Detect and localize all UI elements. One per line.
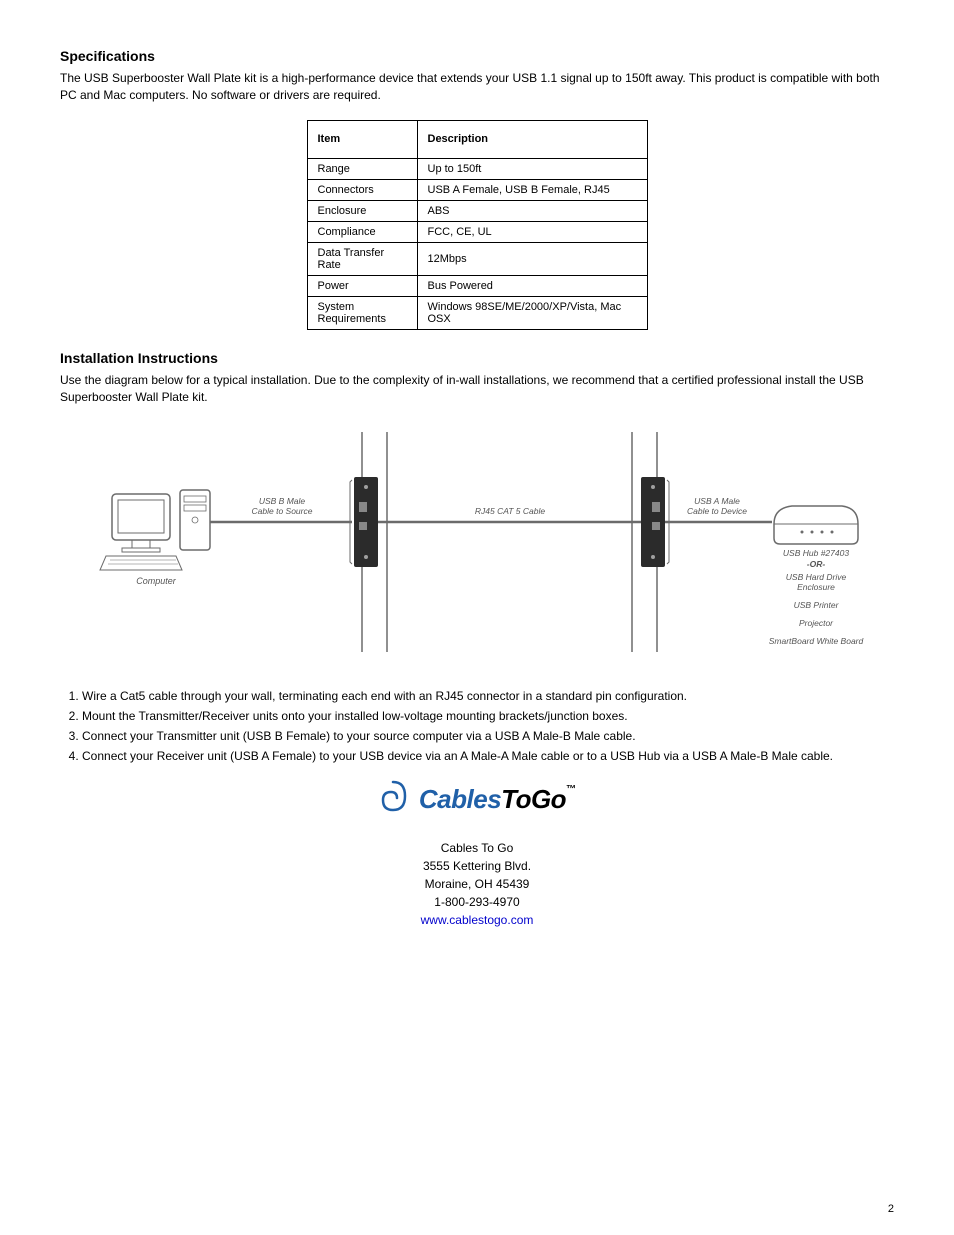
spec-cell-item: Data Transfer Rate [307, 242, 417, 275]
list-item: Connect your Transmitter unit (USB B Fem… [82, 727, 894, 745]
usb-b-label-2: Cable to Source [252, 506, 313, 516]
diagram-svg: Computer USB B Male Cable to Source RJ45… [82, 422, 872, 662]
spec-cell-desc: Windows 98SE/ME/2000/XP/Vista, Mac OSX [417, 296, 647, 329]
spec-cell-desc: FCC, CE, UL [417, 221, 647, 242]
spec-head-desc: Description [417, 120, 647, 158]
spec-cell-desc: USB A Female, USB B Female, RJ45 [417, 179, 647, 200]
company-site: www.cablestogo.com [60, 911, 894, 929]
rj45-label: RJ45 CAT 5 Cable [475, 506, 546, 516]
table-row: PowerBus Powered [307, 275, 647, 296]
spec-cell-item: System Requirements [307, 296, 417, 329]
table-row: EnclosureABS [307, 200, 647, 221]
install-title: Installation Instructions [60, 350, 894, 366]
install-steps-list: Wire a Cat5 cable through your wall, ter… [82, 687, 894, 765]
spec-cell-item: Compliance [307, 221, 417, 242]
spec-cell-item: Range [307, 158, 417, 179]
spec-cell-desc: ABS [417, 200, 647, 221]
spec-cell-item: Power [307, 275, 417, 296]
logo-text: CablesToGo™ [419, 784, 576, 815]
usb-a-label-1: USB A Male [694, 496, 740, 506]
list-item: Connect your Receiver unit (USB A Female… [82, 747, 894, 765]
table-row: ComplianceFCC, CE, UL [307, 221, 647, 242]
logo-tm: ™ [566, 784, 576, 795]
spec-cell-desc: Bus Powered [417, 275, 647, 296]
spec-cell-desc: 12Mbps [417, 242, 647, 275]
device-0a: USB Hard Drive [786, 572, 847, 582]
spec-table: Item Description RangeUp to 150ftConnect… [307, 120, 648, 330]
logo-part2: ToGo [501, 784, 566, 814]
specs-title: Specifications [60, 48, 894, 64]
company-addr1: 3555 Kettering Blvd. [60, 857, 894, 875]
usb-hub-icon [774, 506, 858, 544]
table-row: RangeUp to 150ft [307, 158, 647, 179]
computer-label: Computer [136, 576, 177, 586]
hub-label: USB Hub #27403 [783, 548, 849, 558]
specs-intro: The USB Superbooster Wall Plate kit is a… [60, 70, 894, 105]
table-row: Data Transfer Rate12Mbps [307, 242, 647, 275]
list-item: Mount the Transmitter/Receiver units ont… [82, 707, 894, 725]
table-row: ConnectorsUSB A Female, USB B Female, RJ… [307, 179, 647, 200]
wallplate-tx-icon [350, 477, 378, 567]
spec-head-item: Item [307, 120, 417, 158]
page-number: 2 [888, 1203, 894, 1215]
usb-a-label-2: Cable to Device [687, 506, 747, 516]
company-phone: 1-800-293-4970 [60, 893, 894, 911]
list-item: Wire a Cat5 cable through your wall, ter… [82, 687, 894, 705]
install-para: Use the diagram below for a typical inst… [60, 372, 894, 407]
device-2: Projector [799, 618, 834, 628]
spec-cell-item: Connectors [307, 179, 417, 200]
logo-swirl-icon [378, 780, 408, 819]
device-0b: Enclosure [797, 582, 835, 592]
company-addr2: Moraine, OH 45439 [60, 875, 894, 893]
wallplate-rx-icon [641, 477, 669, 567]
device-1: USB Printer [794, 600, 840, 610]
usb-b-label-1: USB B Male [259, 496, 306, 506]
spec-cell-desc: Up to 150ft [417, 158, 647, 179]
company-info: Cables To Go 3555 Kettering Blvd. Morain… [60, 839, 894, 929]
table-row: System RequirementsWindows 98SE/ME/2000/… [307, 296, 647, 329]
logo-part1: Cables [419, 784, 501, 814]
or-label: -OR- [807, 559, 826, 569]
install-diagram: Computer USB B Male Cable to Source RJ45… [60, 422, 894, 662]
computer-icon [100, 490, 210, 570]
company-name: Cables To Go [60, 839, 894, 857]
company-logo: CablesToGo™ [60, 780, 894, 819]
spec-cell-item: Enclosure [307, 200, 417, 221]
device-3: SmartBoard White Board [769, 636, 864, 646]
